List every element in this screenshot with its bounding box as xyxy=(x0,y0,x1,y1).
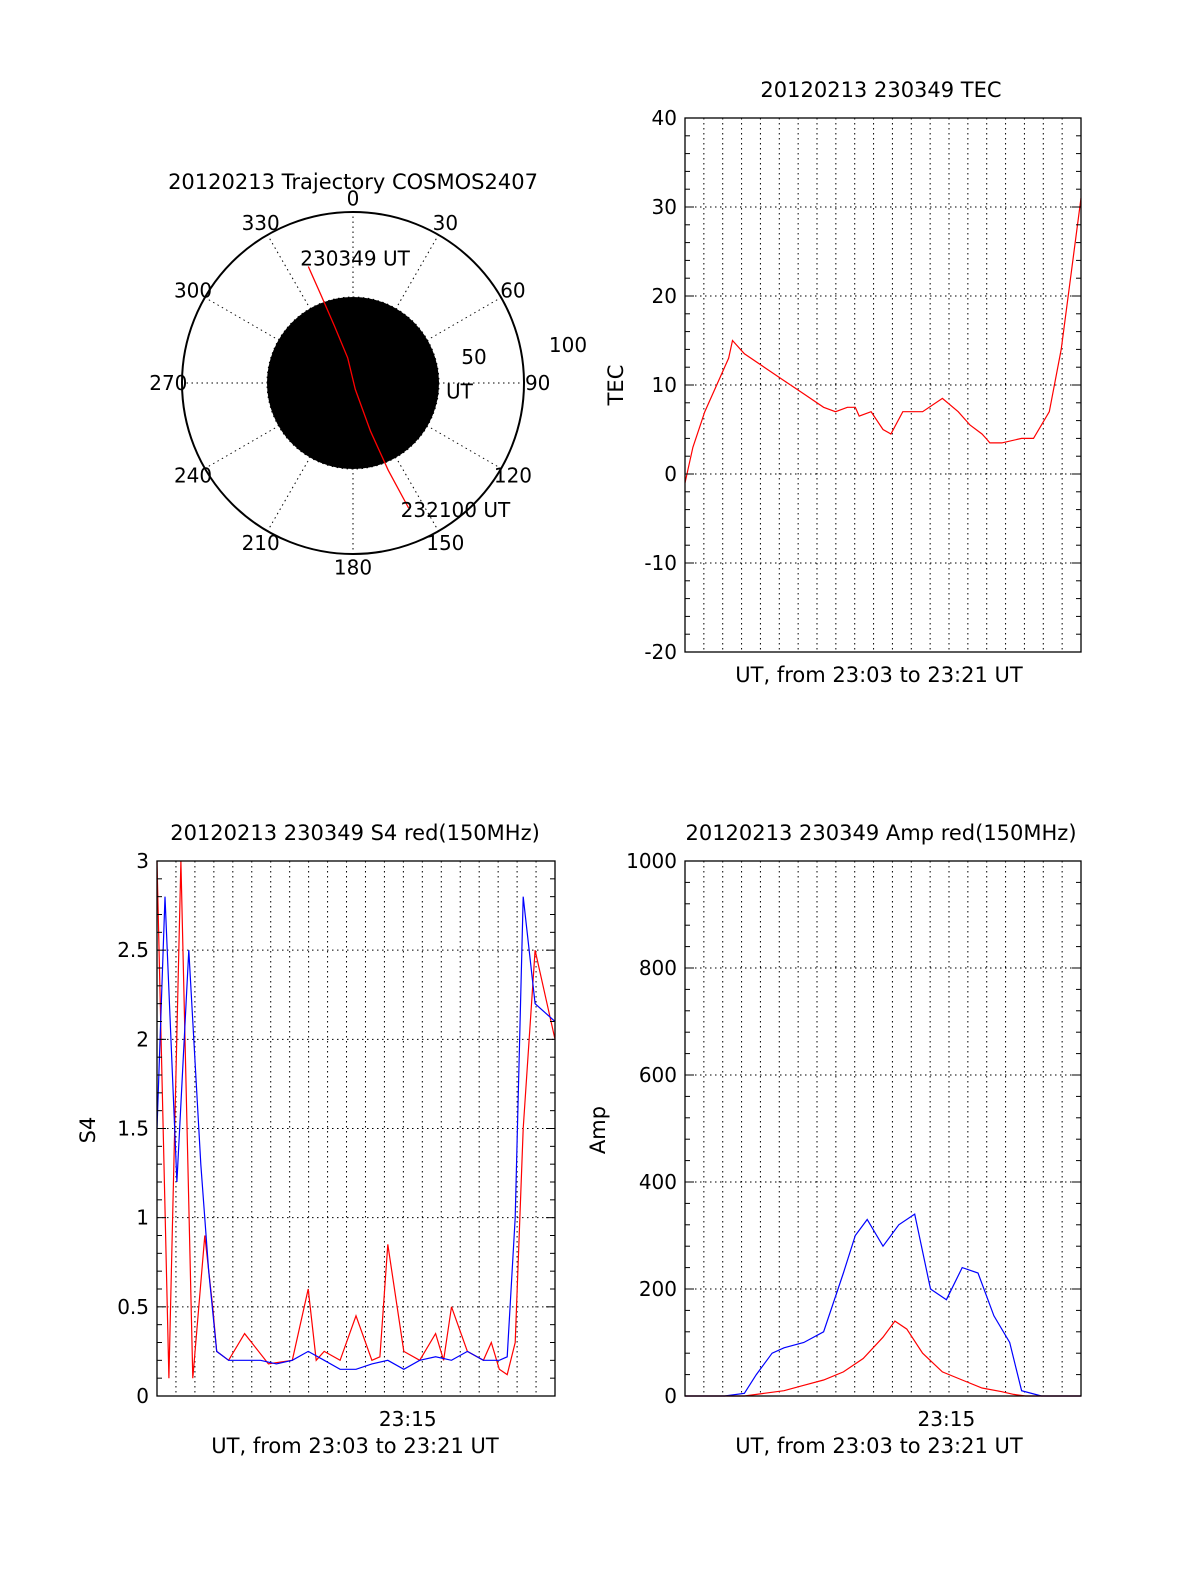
polar-spokes xyxy=(182,212,524,554)
polar-spoke xyxy=(352,234,439,384)
amp-plot: 20120213 230349 Amp red(150MHz) 0 200 400 6… xyxy=(586,821,1082,1458)
s4-blue-series-line xyxy=(156,896,556,1370)
amp-grid xyxy=(685,861,1081,1396)
azimuth-label: 270 xyxy=(149,371,187,395)
tec-ytick-label: 20 xyxy=(652,284,677,308)
polar-spoke xyxy=(204,382,354,469)
tec-ytick-label: -20 xyxy=(644,640,677,664)
amp-y-ticks: 0 200 400 600 800 1000 xyxy=(626,849,1081,1408)
s4-title: 20120213 230349 S4 red(150MHz) xyxy=(170,821,540,845)
tec-title: 20120213 230349 TEC xyxy=(760,78,1001,102)
tec-ylabel: TEC xyxy=(604,365,628,407)
amp-ylabel: Amp xyxy=(586,1106,610,1154)
trajectory-annotations: 230349 UT 231226 UT 232100 UT xyxy=(300,246,511,522)
trajectory-annotation: 232100 UT xyxy=(401,498,511,522)
s4-ytick-label: 2 xyxy=(136,1027,149,1051)
polar-spoke xyxy=(352,382,439,532)
polar-spoke xyxy=(267,382,354,532)
amp-ytick-label: 600 xyxy=(639,1063,677,1087)
s4-xlabel: UT, from 23:03 to 23:21 UT xyxy=(211,1434,499,1458)
s4-ytick-label: 0.5 xyxy=(117,1295,149,1319)
amp-red-series-line xyxy=(685,1320,1081,1397)
azimuth-label: 300 xyxy=(174,279,212,303)
azimuth-label: 0 xyxy=(347,186,360,210)
azimuth-label: 120 xyxy=(494,463,532,487)
tec-ytick-label: -10 xyxy=(644,551,677,575)
azimuth-label: 210 xyxy=(242,531,280,555)
radial-label-50: 50 xyxy=(461,345,486,369)
trajectory-track xyxy=(307,266,410,509)
tec-ytick-label: 30 xyxy=(652,195,677,219)
s4-xtick-label: 23:15 xyxy=(379,1407,437,1431)
tec-ytick-label: 0 xyxy=(664,462,677,486)
s4-ylabel: S4 xyxy=(76,1117,100,1144)
azimuth-label: 30 xyxy=(433,211,458,235)
tec-xlabel: UT, from 23:03 to 23:21 UT xyxy=(735,663,1023,687)
trajectory-polar-plot: 20120213 Trajectory COSMOS2407 0 30 60 90 12… xyxy=(149,170,587,580)
azimuth-label: 180 xyxy=(334,556,372,580)
amp-xlabel: UT, from 23:03 to 23:21 UT xyxy=(735,1434,1023,1458)
azimuth-label: 330 xyxy=(242,211,280,235)
amp-x-ticks: 23:15 xyxy=(918,1407,976,1431)
amp-ytick-label: 200 xyxy=(639,1277,677,1301)
azimuth-label: 240 xyxy=(174,463,212,487)
s4-plot: 20120213 230349 S4 red(150MHz) 0 0.5 1 1.5 2… xyxy=(76,821,556,1458)
trajectory-title: 20120213 Trajectory COSMOS2407 xyxy=(168,170,538,194)
amp-title: 20120213 230349 Amp red(150MHz) xyxy=(685,821,1076,845)
amp-ytick-label: 800 xyxy=(639,956,677,980)
azimuth-labels: 0 30 60 90 120 150 180 210 240 270 300 330 xyxy=(149,186,550,579)
amp-ytick-label: 0 xyxy=(664,1384,677,1408)
tec-grid xyxy=(685,118,1081,652)
s4-ytick-label: 1 xyxy=(136,1206,149,1230)
s4-ytick-label: 2.5 xyxy=(117,938,149,962)
s4-ytick-label: 3 xyxy=(136,849,149,873)
polar-spoke xyxy=(352,297,502,384)
azimuth-label: 90 xyxy=(525,371,550,395)
polar-spoke xyxy=(267,234,354,384)
tec-frame xyxy=(684,117,1082,653)
polar-spoke xyxy=(204,297,354,384)
s4-x-ticks: 23:15 xyxy=(379,1407,437,1431)
s4-ytick-label: 0 xyxy=(136,1384,149,1408)
trajectory-annotation: 231226 UT xyxy=(363,379,473,403)
s4-red-series-line xyxy=(156,860,556,1379)
trajectory-annotation: 230349 UT xyxy=(300,246,410,270)
s4-ytick-label: 1.5 xyxy=(117,1117,149,1141)
amp-ytick-label: 400 xyxy=(639,1170,677,1194)
tec-ytick-label: 10 xyxy=(652,373,677,397)
amp-xtick-label: 23:15 xyxy=(918,1407,976,1431)
azimuth-label: 150 xyxy=(426,531,464,555)
tec-ytick-label: 40 xyxy=(652,106,677,130)
azimuth-label: 60 xyxy=(500,279,525,303)
amp-frame xyxy=(684,860,1082,1397)
tec-series-line xyxy=(684,198,1082,484)
tec-y-ticks: -20 -10 0 10 20 30 40 xyxy=(644,106,1081,664)
polar-spoke xyxy=(352,382,502,469)
s4-y-ticks: 0 0.5 1 1.5 2 2.5 3 xyxy=(117,849,555,1408)
amp-ytick-label: 1000 xyxy=(626,849,677,873)
radial-label-100: 100 xyxy=(549,333,587,357)
amp-blue-series-line xyxy=(685,1213,1081,1397)
